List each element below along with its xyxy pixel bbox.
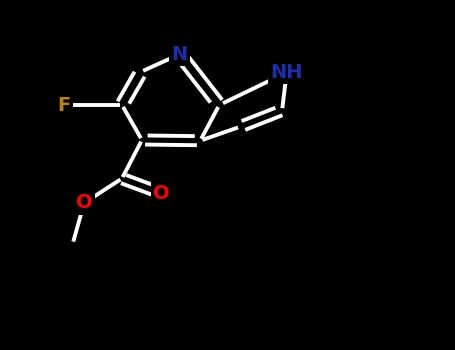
Text: NH: NH	[270, 63, 303, 82]
Text: N: N	[172, 45, 188, 64]
Text: O: O	[76, 194, 92, 212]
Text: F: F	[57, 96, 71, 114]
Text: O: O	[153, 184, 170, 203]
